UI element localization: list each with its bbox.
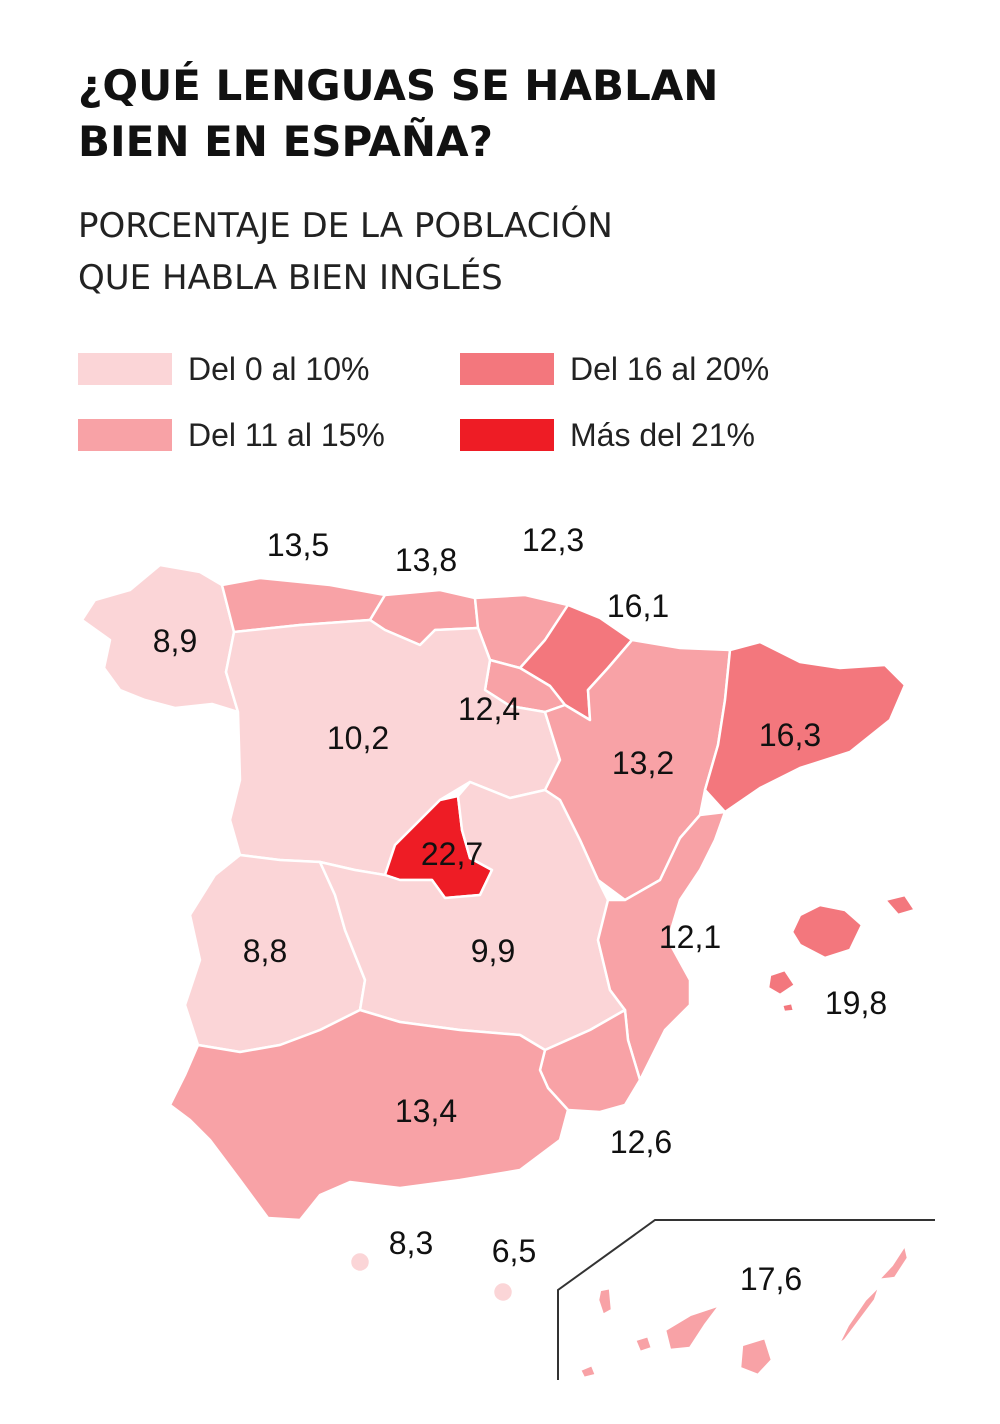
region-melilla	[491, 1280, 515, 1304]
legend-item-11-15: Del 11 al 15%	[78, 417, 385, 453]
label-aragon: 13,2	[612, 745, 674, 781]
label-asturias: 13,5	[267, 527, 329, 563]
map-subtitle-line-2: QUE HABLA BIEN INGLÉS	[78, 258, 503, 298]
label-baleares: 19,8	[825, 985, 887, 1021]
label-canarias: 17,6	[740, 1261, 802, 1297]
label-andalucia: 13,4	[395, 1093, 457, 1129]
legend-swatch-11-15	[78, 419, 172, 451]
legend-label-11-15: Del 11 al 15%	[188, 416, 385, 453]
region-comunidad-valenciana	[596, 810, 727, 1082]
region-canarias-tenerife	[663, 1303, 722, 1352]
region-canarias-el-hierro	[578, 1363, 598, 1380]
legend-item-0-10: Del 0 al 10%	[78, 351, 369, 387]
legend-item-16-20: Del 16 al 20%	[460, 351, 769, 387]
label-galicia: 8,9	[153, 623, 197, 659]
label-murcia: 12,6	[610, 1124, 672, 1160]
label-madrid: 22,7	[421, 836, 483, 872]
legend-swatch-0-10	[78, 353, 172, 385]
region-baleares-menorca	[883, 893, 917, 917]
label-extremadura: 8,8	[243, 933, 287, 969]
canarias-inset-frame	[557, 1219, 935, 1380]
region-baleares-ibiza	[766, 968, 797, 997]
label-la-rioja: 12,4	[458, 691, 520, 727]
label-comunidad-valenciana: 12,1	[659, 919, 721, 955]
legend-item-21-plus: Más del 21%	[460, 417, 755, 453]
label-cantabria: 13,8	[395, 542, 457, 578]
region-canarias-la-gomera	[633, 1334, 654, 1354]
map-subtitle: PORCENTAJE DE LA POBLACIÓN QUE HABLA BIE…	[78, 200, 613, 304]
label-castilla-la-mancha: 9,9	[471, 933, 515, 969]
legend-label-0-10: Del 0 al 10%	[188, 350, 370, 387]
label-castilla-y-leon: 10,2	[327, 720, 389, 756]
map-title-line-2: BIEN EN ESPAÑA?	[78, 117, 493, 166]
map-subtitle-line-1: PORCENTAJE DE LA POBLACIÓN	[78, 206, 613, 246]
region-canarias-gran-canaria	[738, 1336, 774, 1377]
label-pais-vasco: 12,3	[522, 522, 584, 558]
label-cataluna: 16,3	[759, 717, 821, 753]
map-title: ¿QUÉ LENGUAS SE HABLAN BIEN EN ESPAÑA?	[78, 58, 718, 170]
region-baleares-formentera	[780, 1001, 796, 1014]
region-andalucia	[168, 1008, 570, 1222]
region-canarias-lanzarote	[876, 1243, 910, 1282]
legend-swatch-21-plus	[460, 419, 554, 451]
legend-swatch-16-20	[460, 353, 554, 385]
spain-map: 8,9 13,5 13,8 12,3 16,1 12,4 10,2 13,2 1…	[80, 522, 935, 1380]
legend-label-21-plus: Más del 21%	[570, 416, 755, 453]
region-canarias-la-palma	[596, 1286, 614, 1317]
region-cataluna	[703, 640, 907, 814]
region-canarias-fuerteventura	[836, 1283, 882, 1347]
region-ceuta	[348, 1250, 372, 1274]
label-navarra: 16,1	[607, 588, 669, 624]
region-baleares-mallorca	[790, 903, 864, 960]
label-ceuta: 8,3	[389, 1225, 433, 1261]
legend-label-16-20: Del 16 al 20%	[570, 350, 770, 387]
region-galicia	[80, 563, 240, 714]
map-title-line-1: ¿QUÉ LENGUAS SE HABLAN	[78, 61, 719, 110]
label-melilla: 6,5	[492, 1233, 536, 1269]
